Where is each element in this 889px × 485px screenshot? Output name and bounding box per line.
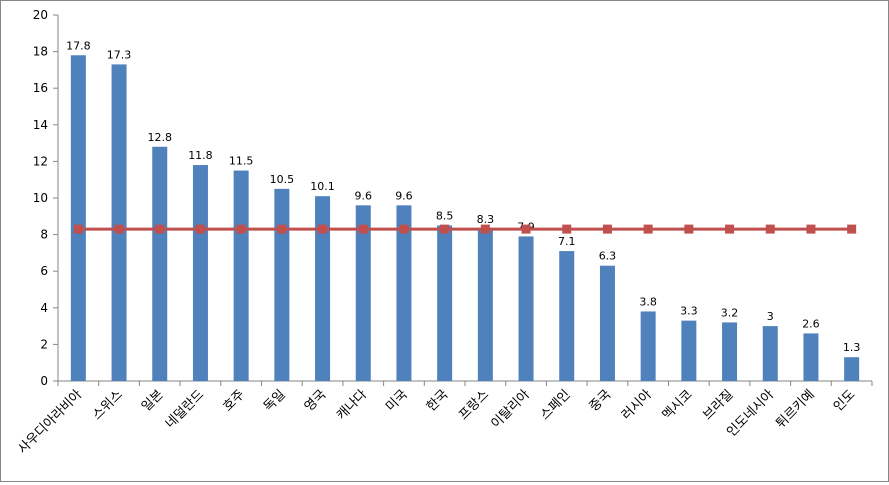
x-tick-label: 미국 [383,387,411,415]
y-tick-label: 18 [33,45,48,59]
line-marker [114,224,124,234]
line-marker [562,224,572,234]
data-label: 10.5 [270,173,295,186]
y-tick-label: 16 [33,81,48,95]
y-tick-label: 20 [33,8,48,22]
x-tick-label: 중국 [587,387,615,415]
x-tick-label: 호주 [220,387,248,415]
bar [111,64,127,381]
data-label: 10.1 [310,180,335,193]
line-marker [236,224,246,234]
line-marker [684,224,694,234]
line-marker [847,224,857,234]
bar [355,205,371,381]
bar [844,357,860,381]
line-marker [806,224,816,234]
x-tick-label: 튀르키예 [773,387,817,431]
bar [803,333,819,381]
data-label: 8.3 [477,213,495,226]
y-tick-label: 0 [40,374,48,388]
line-marker [765,224,775,234]
y-tick-label: 12 [33,154,48,168]
y-tick-label: 10 [33,191,48,205]
line-marker [399,224,409,234]
data-label: 7.1 [558,235,576,248]
line-marker [643,224,653,234]
line-marker [318,224,328,234]
data-label: 11.8 [188,149,213,162]
bar [233,170,249,381]
x-tick-label: 한국 [424,387,452,415]
y-tick-label: 2 [40,337,48,351]
bar [722,322,738,381]
bar [437,225,453,381]
y-tick-label: 8 [40,228,48,242]
x-tick-label: 캐나다 [334,387,370,423]
bar [518,236,534,381]
bar [559,251,575,381]
line-marker [602,224,612,234]
x-tick-label: 영국 [302,387,330,415]
data-label: 8.5 [436,209,454,222]
x-tick-label: 스페인 [538,387,574,423]
x-tick-label: 스위스 [90,387,126,423]
data-label: 12.8 [148,131,173,144]
data-label: 3.2 [721,306,739,319]
x-tick-label: 인도 [831,387,859,415]
x-tick-label: 일본 [139,387,167,415]
data-label: 11.5 [229,155,254,168]
bar [681,320,697,381]
x-tick-label: 네덜란드 [163,387,207,431]
line-marker [521,224,531,234]
bar [152,146,168,381]
bar [762,326,778,381]
x-tick-label: 독일 [261,387,289,415]
bar [192,165,208,381]
bar [396,205,412,381]
x-tick-label: 사우디아라비아 [15,387,85,457]
line-marker [480,224,490,234]
x-tick-label: 멕시코 [660,387,696,423]
x-tick-label: 러시아 [619,387,655,423]
data-label: 17.8 [66,39,91,52]
bar [70,55,86,381]
bar [274,188,290,381]
line-marker [725,224,735,234]
line-marker [358,224,368,234]
y-tick-label: 14 [33,118,48,132]
data-label: 6.3 [599,250,617,263]
data-label: 9.6 [395,189,413,202]
bar [315,196,331,381]
line-marker [277,224,287,234]
x-tick-label: 이탈리아 [488,387,532,431]
data-label: 17.3 [107,48,132,61]
line-marker [440,224,450,234]
x-tick-label: 브라질 [700,387,736,423]
y-tick-label: 6 [40,264,48,278]
data-label: 3 [767,310,774,323]
data-label: 2.6 [802,317,820,330]
bar [640,311,656,381]
line-marker [195,224,205,234]
line-marker [73,224,83,234]
data-label: 3.8 [639,295,657,308]
bar [477,229,493,381]
x-tick-label: 프랑스 [456,387,492,423]
line-marker [155,224,165,234]
data-label: 1.3 [843,341,861,354]
data-label: 9.6 [355,189,373,202]
y-tick-label: 4 [40,301,48,315]
bar [599,265,615,381]
data-label: 3.3 [680,305,698,318]
